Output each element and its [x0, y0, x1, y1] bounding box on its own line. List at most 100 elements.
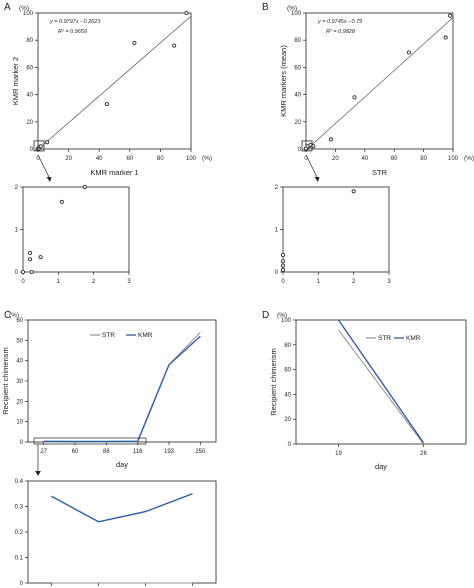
data-point: [406, 50, 411, 55]
x-tick-label: 100: [448, 156, 459, 162]
x-axis-title: STR: [372, 168, 388, 177]
y-unit-label: (%): [9, 312, 19, 319]
y-tick-label: 100: [23, 11, 34, 17]
series-line-str: [43, 331, 201, 443]
x-tick-label: 0: [304, 156, 308, 162]
y-tick-label: 0: [20, 440, 24, 446]
legend-label-str: STR: [102, 332, 115, 339]
plot-frame: [295, 319, 467, 445]
data-point: [82, 184, 87, 190]
y-unit-label: (%): [19, 5, 29, 12]
y-tick-label: 40: [294, 93, 301, 99]
x-tick-label: 20: [332, 156, 339, 162]
data-point: [352, 95, 357, 100]
x-tick-label: 100: [186, 156, 197, 162]
x-tick-label: 40: [361, 156, 368, 162]
plot-frame: [27, 319, 217, 443]
y-tick-label: 0: [288, 442, 292, 448]
series-line-kmr: [337, 319, 425, 444]
y-tick-label: 40: [16, 359, 23, 365]
y-tick-label: 60: [16, 318, 23, 324]
x-tick-label: 26: [420, 451, 427, 457]
x-tick-label: 0: [21, 279, 25, 285]
x-tick-label: 80: [420, 156, 427, 162]
series-line-kmr: [43, 335, 201, 443]
zoom-arrow-line: [305, 154, 319, 180]
r-squared-label: R² = 0.9659: [58, 29, 87, 35]
trend-line: [38, 15, 192, 150]
data-point: [38, 144, 43, 149]
trend-line: [306, 17, 454, 150]
x-tick-label: 60: [391, 156, 398, 162]
y-tick-label: 60: [284, 368, 291, 374]
data-point: [45, 140, 50, 145]
data-point: [104, 102, 109, 107]
r-squared-label: R² = 0.9828: [326, 29, 356, 35]
data-point: [280, 263, 286, 268]
zoom-arrowhead: [314, 177, 320, 182]
data-point: [28, 250, 33, 255]
plot-frame: [22, 186, 130, 273]
x-tick-label: 2: [352, 279, 356, 285]
panel-label-c: C: [4, 310, 11, 321]
y-unit-label: (%): [287, 5, 297, 12]
data-point: [38, 255, 43, 260]
x-tick-label: 116: [133, 449, 143, 455]
x-tick-label: 2: [92, 279, 96, 285]
legend-label-kmr: KMR: [406, 335, 421, 342]
y-tick-label: 0: [15, 270, 19, 276]
y-tick-label: 2: [275, 185, 279, 191]
y-axis-title: Recipient chimerism: [269, 348, 278, 416]
data-point: [28, 257, 33, 262]
y-tick-label: 80: [284, 343, 291, 349]
plot-frame: [305, 12, 454, 150]
y-tick-label: 10: [16, 420, 23, 426]
regression-equation: y = 0.9797x - 0.2623: [49, 19, 101, 25]
data-point: [328, 137, 334, 142]
panel-label-d: D: [262, 310, 269, 321]
y-tick-label: 0: [30, 147, 34, 153]
y-axis-title: Recipient chimerism: [1, 347, 10, 415]
zoom-region-box: [301, 140, 313, 152]
y-tick-label: 0.1: [15, 556, 24, 562]
data-point: [20, 269, 26, 275]
x-axis-title: day: [375, 462, 387, 471]
x-tick-label: 19: [335, 451, 342, 457]
y-tick-label: 20: [26, 120, 33, 126]
y-tick-label: 60: [26, 65, 33, 71]
zoom-arrow-line: [37, 154, 51, 180]
y-axis-title: KMR marker 2: [11, 57, 20, 105]
y-tick-label: 60: [294, 65, 301, 71]
y-tick-label: 20: [294, 120, 301, 126]
data-point: [280, 252, 286, 258]
y-unit-label: (%): [277, 312, 287, 319]
x-tick-label: 1: [57, 279, 61, 285]
y-tick-label: 0: [20, 581, 24, 587]
y-tick-label: 0: [298, 147, 302, 153]
y-tick-label: 40: [26, 93, 33, 99]
series-line-str: [338, 329, 424, 445]
y-tick-label: 0.4: [15, 479, 24, 485]
y-tick-label: 2: [15, 185, 19, 191]
y-tick-label: 50: [16, 338, 23, 344]
x-axis-title: KMR marker 1: [90, 168, 138, 177]
plot-frame: [282, 186, 390, 273]
data-point: [184, 10, 189, 16]
x-tick-label: 3: [127, 279, 131, 285]
y-axis-title: KMR markers (mean): [279, 45, 288, 117]
x-tick-label: 0: [36, 156, 40, 162]
data-point: [443, 35, 448, 40]
data-point: [172, 43, 177, 48]
y-tick-label: 1: [15, 228, 19, 234]
x-unit-label: (%): [202, 155, 212, 162]
legend-label-str: STR: [378, 335, 391, 342]
y-tick-label: 80: [294, 38, 301, 44]
data-point: [351, 189, 356, 194]
plot-frame: [27, 480, 217, 584]
data-point: [29, 269, 34, 275]
x-tick-label: 193: [164, 449, 175, 455]
x-tick-label: 3: [387, 279, 391, 285]
panel-label-a: A: [4, 2, 11, 13]
x-axis-title: day: [116, 460, 128, 469]
